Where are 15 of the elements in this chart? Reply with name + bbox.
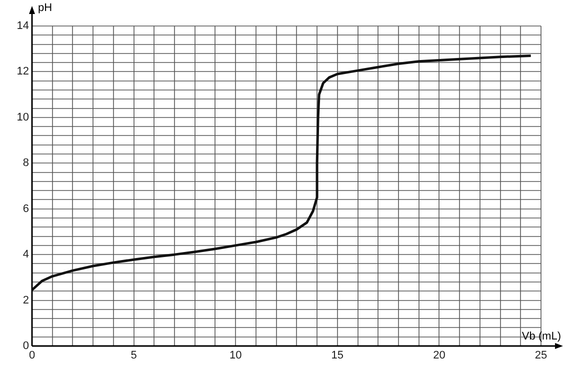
x-tick-label: 25 bbox=[534, 350, 548, 362]
y-axis-title: pH bbox=[38, 2, 52, 14]
y-tick-label: 6 bbox=[22, 202, 29, 215]
y-tick-label: 8 bbox=[22, 157, 29, 170]
x-tick-label: 5 bbox=[130, 350, 137, 362]
y-tick-label: 14 bbox=[16, 20, 29, 32]
y-tick-label: 0 bbox=[22, 340, 29, 352]
x-tick-label: 15 bbox=[331, 350, 344, 362]
y-tick-label: 2 bbox=[22, 294, 29, 306]
x-tick-label: 10 bbox=[229, 350, 242, 362]
x-tick-label: 20 bbox=[433, 350, 446, 362]
y-tick-label: 10 bbox=[16, 111, 29, 124]
x-axis-title: Vb (mL) bbox=[522, 330, 561, 343]
y-tick-label: 4 bbox=[22, 248, 29, 261]
y-tick-label: 12 bbox=[16, 66, 29, 78]
